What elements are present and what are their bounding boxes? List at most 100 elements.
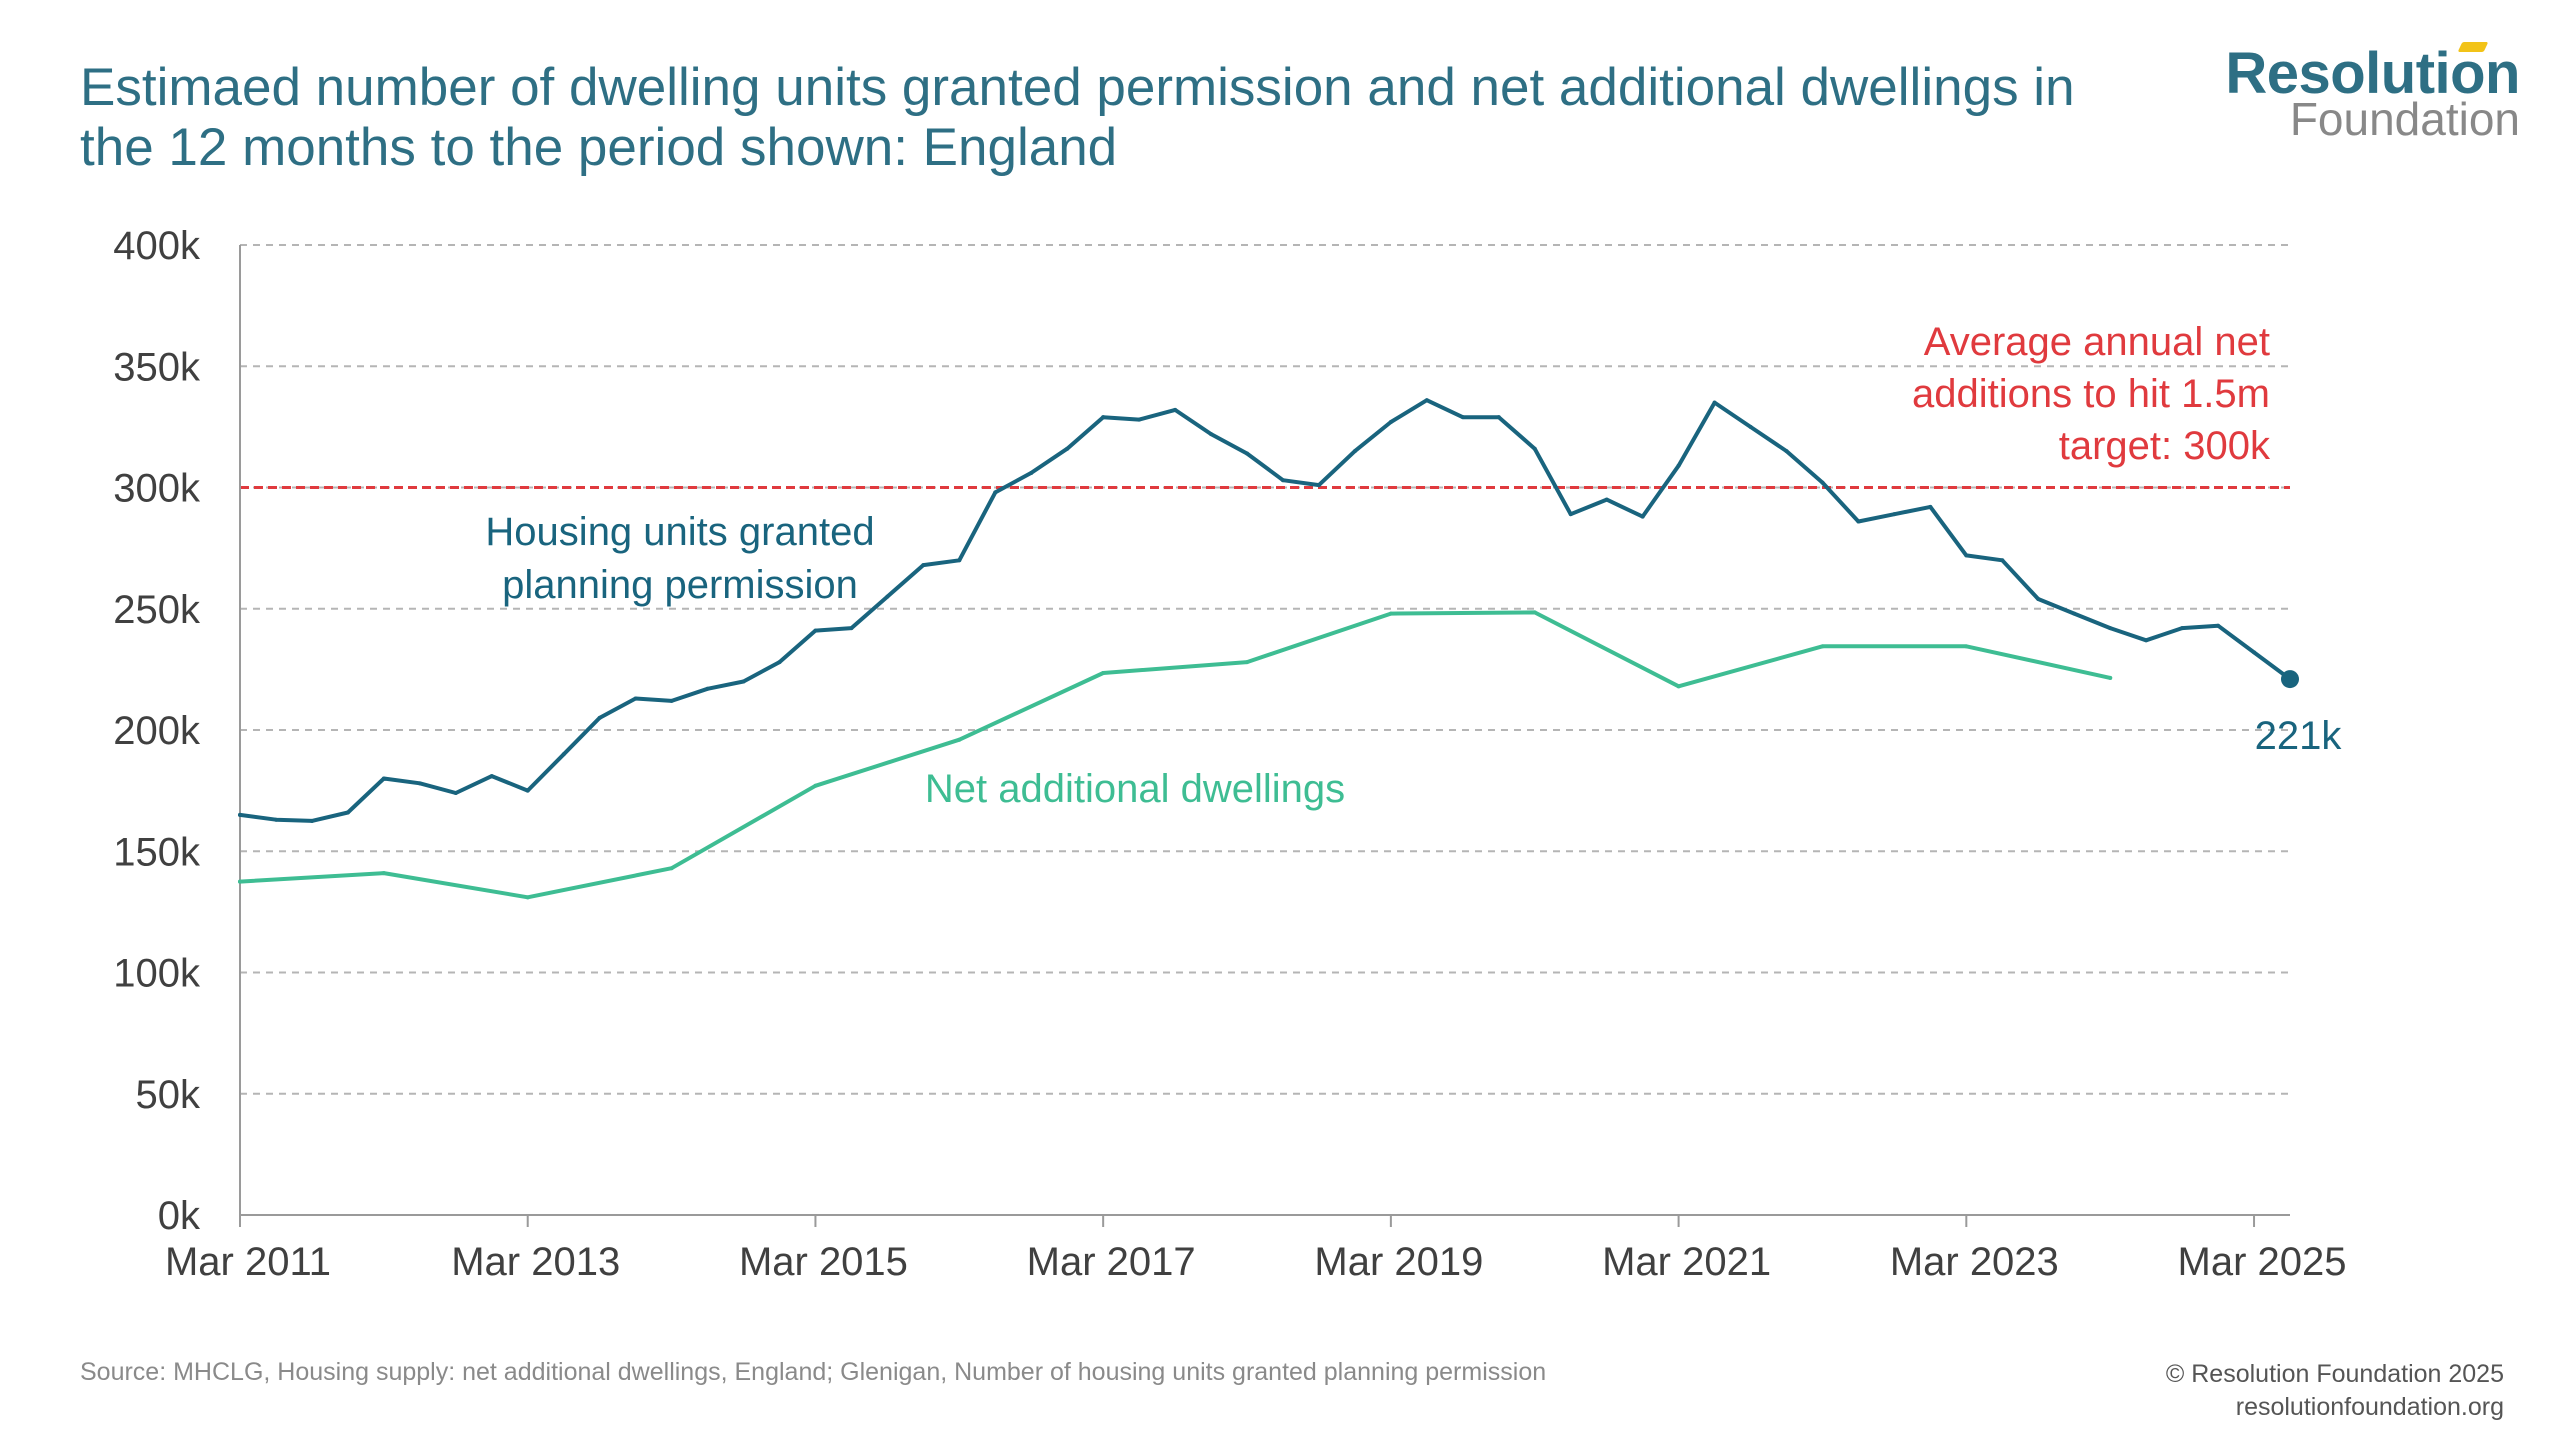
y-tick-label: 0k bbox=[158, 1194, 201, 1238]
series-lines bbox=[238, 398, 2299, 900]
data-point-permissions bbox=[2252, 650, 2257, 655]
data-point-permissions bbox=[813, 628, 818, 633]
data-point-permissions bbox=[1029, 470, 1034, 475]
y-tick-label: 150k bbox=[113, 830, 201, 874]
data-point-permissions bbox=[597, 715, 602, 720]
data-point-permissions bbox=[238, 812, 242, 817]
x-tick-label: Mar 2013 bbox=[451, 1240, 620, 1284]
data-point-permissions bbox=[1676, 463, 1681, 468]
data-point-permissions bbox=[1065, 446, 1070, 451]
latest-value-label: 221k bbox=[2255, 714, 2343, 758]
data-point-permissions bbox=[741, 679, 746, 684]
data-point-permissions bbox=[2144, 638, 2149, 643]
copyright-block: © Resolution Foundation 2025 resolutionf… bbox=[2166, 1358, 2504, 1424]
data-point-net-additions bbox=[1245, 660, 1250, 665]
y-tick-label: 400k bbox=[113, 224, 201, 268]
data-point-permissions bbox=[777, 660, 782, 665]
data-point-permissions bbox=[1101, 415, 1106, 420]
data-point-permissions bbox=[1532, 446, 1537, 451]
data-point-permissions bbox=[1892, 512, 1897, 517]
data-point-net-additions bbox=[1820, 644, 1825, 649]
data-point-permissions bbox=[381, 776, 386, 781]
y-tick-label: 200k bbox=[113, 709, 201, 753]
data-point-permissions bbox=[1280, 478, 1285, 483]
data-point-permissions bbox=[1460, 415, 1465, 420]
data-point-permissions bbox=[417, 781, 422, 786]
data-point-net-additions bbox=[1388, 611, 1393, 616]
data-point-permissions bbox=[1352, 449, 1357, 454]
x-tick-label: Mar 2017 bbox=[1027, 1240, 1196, 1284]
data-point-permissions bbox=[849, 626, 854, 631]
annotations: Average annual net additions to hit 1.5m t… bbox=[485, 320, 2342, 811]
data-point-permissions bbox=[453, 791, 458, 796]
data-point-permissions bbox=[1496, 415, 1501, 420]
x-tick-label: Mar 2011 bbox=[165, 1240, 331, 1284]
chart-title: Estimaed number of dwelling units grante… bbox=[80, 58, 2075, 177]
y-tick-label: 300k bbox=[113, 467, 201, 511]
resolution-foundation-logo: Resolution Foundation bbox=[2180, 40, 2520, 150]
data-point-permissions bbox=[1137, 417, 1142, 422]
x-tick-label: Mar 2021 bbox=[1602, 1240, 1771, 1284]
data-point-permissions bbox=[2108, 626, 2113, 631]
logo-sub-text: Foundation bbox=[2289, 93, 2520, 145]
data-point-permissions bbox=[1316, 483, 1321, 488]
data-point-permissions bbox=[489, 774, 494, 779]
data-point-permissions bbox=[1388, 420, 1393, 425]
data-point-permissions bbox=[525, 788, 530, 793]
data-point-permissions bbox=[1712, 400, 1717, 405]
data-point-permissions bbox=[1640, 514, 1645, 519]
source-note: Source: MHCLG, Housing supply: net addit… bbox=[80, 1358, 1547, 1386]
y-tick-label: 350k bbox=[113, 345, 201, 389]
data-point-permissions bbox=[705, 686, 710, 691]
data-point-net-additions bbox=[957, 737, 962, 742]
series-label-permissions: planning permission bbox=[502, 563, 858, 607]
data-point-net-additions bbox=[1676, 684, 1681, 689]
data-point-permissions bbox=[993, 490, 998, 495]
y-tick-label: 50k bbox=[136, 1073, 201, 1117]
data-point-permissions bbox=[2216, 623, 2221, 628]
data-point-permissions bbox=[1748, 424, 1753, 429]
data-point-permissions bbox=[1568, 512, 1573, 517]
data-point-permissions bbox=[957, 558, 962, 563]
data-point-permissions bbox=[1209, 432, 1214, 437]
data-point-permissions bbox=[1604, 497, 1609, 502]
data-point-permissions bbox=[2036, 597, 2041, 602]
data-point-net-additions bbox=[2108, 675, 2113, 680]
logo-main-text: Resolution bbox=[2225, 41, 2520, 106]
data-point-net-additions bbox=[1532, 610, 1537, 615]
series-line-net-additions bbox=[238, 610, 2113, 900]
x-tick-label: Mar 2019 bbox=[1314, 1240, 1483, 1284]
data-point-permissions bbox=[1173, 407, 1178, 412]
data-point-permissions bbox=[561, 752, 566, 757]
data-point-net-additions bbox=[813, 783, 818, 788]
data-point-permissions bbox=[1820, 480, 1825, 485]
website-link[interactable]: resolutionfoundation.org bbox=[2235, 1393, 2504, 1421]
x-tick-label: Mar 2025 bbox=[2178, 1240, 2347, 1284]
target-label: additions to hit 1.5m bbox=[1912, 372, 2270, 416]
data-point-permissions bbox=[1424, 398, 1429, 403]
data-point-permissions bbox=[1856, 519, 1861, 524]
data-point-permissions bbox=[885, 594, 890, 599]
data-point-permissions bbox=[1964, 553, 1969, 558]
axes: 0k 50k 100k 150k 200k 250k 300k 350k 400k Mar 201… bbox=[113, 224, 2346, 1284]
data-point-permissions bbox=[1784, 449, 1789, 454]
data-point-net-additions bbox=[1101, 671, 1106, 676]
data-point-permissions bbox=[273, 817, 278, 822]
series-label-net-additions: Net additional dwellings bbox=[925, 767, 1345, 811]
series-line-permissions bbox=[238, 398, 2292, 823]
series-label-permissions: Housing units granted bbox=[485, 510, 874, 554]
data-point-permissions bbox=[2180, 626, 2185, 631]
data-point-permissions bbox=[1928, 504, 1933, 509]
data-point-permissions bbox=[921, 563, 926, 568]
x-tick-label: Mar 2015 bbox=[739, 1240, 908, 1284]
x-tick-label: Mar 2023 bbox=[1890, 1240, 2059, 1284]
data-point-net-additions bbox=[1964, 644, 1969, 649]
data-point-net-additions bbox=[238, 879, 242, 884]
data-point-net-additions bbox=[669, 866, 674, 871]
copyright-text: © Resolution Foundation 2025 bbox=[2165, 1360, 2504, 1388]
data-point-permissions bbox=[669, 698, 674, 703]
data-point-net-additions bbox=[381, 871, 386, 876]
data-point-permissions bbox=[633, 696, 638, 701]
data-point-permissions bbox=[1245, 451, 1250, 456]
